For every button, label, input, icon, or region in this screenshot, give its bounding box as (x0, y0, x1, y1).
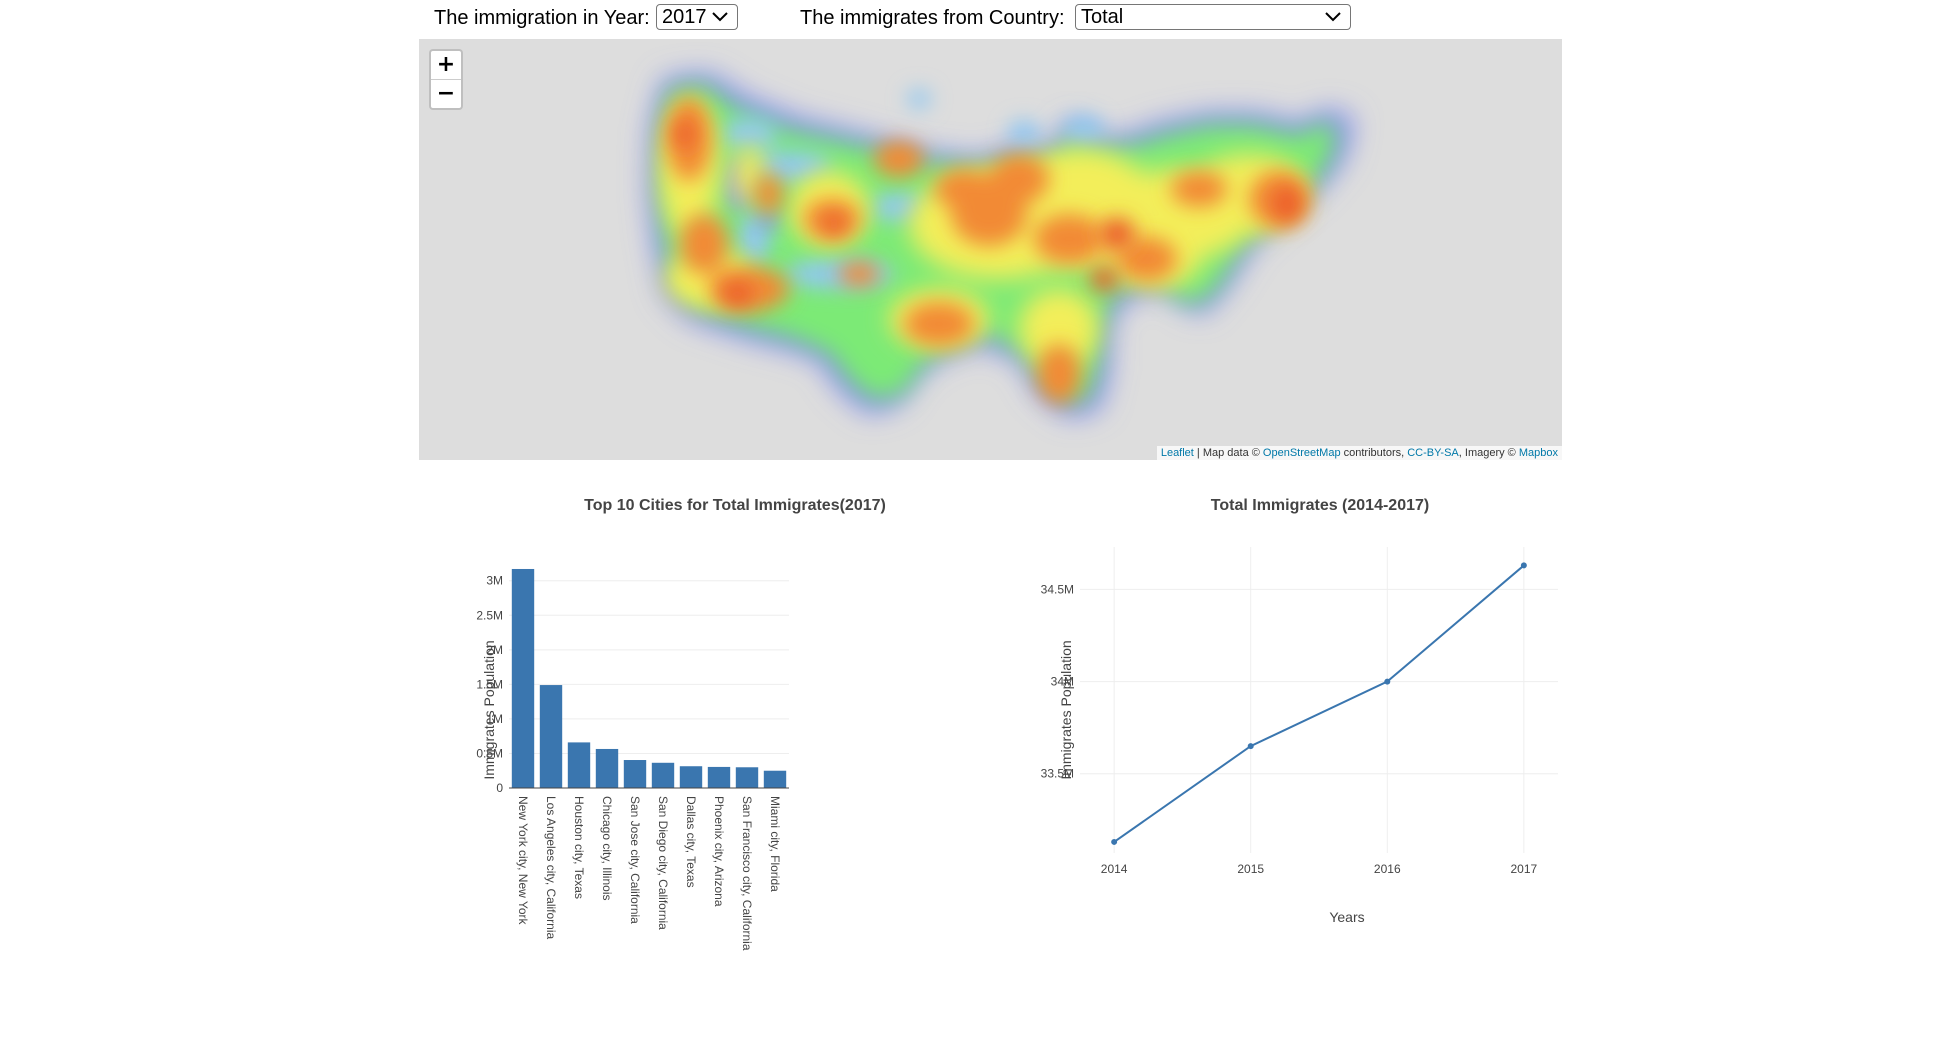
line-chart-ylabel: Immigrates Population (1058, 640, 1074, 779)
country-label: The immigrates from Country: (800, 7, 1065, 29)
map-attribution: Leaflet | Map data © OpenStreetMap contr… (1156, 446, 1562, 460)
cc-by-sa-link[interactable]: CC-BY-SA (1407, 447, 1459, 459)
line-y-tick-label: 33.5M (1041, 767, 1074, 781)
line-series (1113, 564, 1525, 843)
bar-x-tick-label: Los Angeles city, California (544, 796, 558, 940)
line-point (1111, 838, 1118, 845)
bar (651, 762, 675, 788)
bar-y-tick-label: 0 (496, 781, 503, 795)
bar (539, 685, 563, 788)
bar (595, 748, 619, 788)
line-chart-y-axis: 33.5M 34M 34.5M (1041, 582, 1074, 780)
year-select[interactable]: 2017 (656, 4, 738, 30)
bar-y-tick-label: 0.5M (476, 746, 503, 760)
bar-x-tick-label: New York city, New York (516, 796, 530, 926)
attribution-text: | Map data © (1193, 447, 1263, 459)
line-chart-points (1111, 562, 1527, 845)
bar (567, 742, 591, 788)
bar-x-tick-label: Dallas city, Texas (684, 796, 698, 888)
country-select-value: Total (1081, 6, 1124, 28)
line-x-tick-label: 2015 (1237, 862, 1264, 876)
line-x-tick-label: 2014 (1101, 862, 1128, 876)
openstreetmap-link[interactable]: OpenStreetMap (1262, 447, 1341, 459)
line-chart-x-axis: 2014 2015 2016 2017 (1101, 862, 1538, 876)
attribution-text: , Imagery © (1458, 447, 1519, 459)
bar (763, 770, 787, 788)
bar (735, 767, 759, 788)
bar-x-tick-label: San Diego city, California (656, 796, 670, 930)
heatmap-map[interactable]: + − Leaflet | Map data © OpenStreetMap c… (419, 39, 1562, 460)
line-x-tick-label: 2016 (1374, 862, 1401, 876)
bar-y-tick-label: 2.5M (476, 608, 503, 622)
bar-y-tick-label: 2M (486, 643, 503, 657)
year-label: The immigration in Year: (434, 7, 650, 29)
country-select[interactable]: Total (1075, 4, 1351, 30)
bar-x-tick-label: San Jose city, California (628, 796, 642, 924)
chevron-down-icon (1325, 12, 1341, 22)
line-point (1520, 562, 1527, 569)
bar-x-tick-label: San Francisco city, California (740, 796, 754, 951)
line-chart-title: Total Immigrates (2014-2017) (1211, 497, 1429, 514)
bar (707, 766, 731, 788)
bar-x-tick-label: Miami city, Florida (768, 796, 782, 892)
line-point (1384, 678, 1391, 685)
zoom-control: + − (429, 49, 463, 110)
mapbox-link[interactable]: Mapbox (1518, 447, 1558, 459)
bar-x-tick-label: Houston city, Texas (572, 796, 586, 899)
top-cities-bar-chart: Top 10 Cities for Total Immigrates(2017)… (476, 497, 886, 951)
year-select-value: 2017 (662, 6, 707, 28)
bar-y-tick-label: 3M (486, 574, 503, 588)
bar (679, 766, 703, 788)
leaflet-link[interactable]: Leaflet (1160, 447, 1194, 459)
bar (511, 568, 535, 788)
bar-y-tick-label: 1M (486, 712, 503, 726)
bar-chart-y-axis: 0 0.5M 1M 1.5M 2M 2.5M 3M (476, 574, 503, 795)
bar (623, 760, 647, 788)
zoom-in-button[interactable]: + (436, 52, 456, 77)
chevron-down-icon (712, 12, 728, 22)
line-chart-xlabel: Years (1329, 909, 1364, 925)
line-point (1247, 743, 1254, 750)
line-x-tick-label: 2017 (1511, 862, 1538, 876)
bar-y-tick-label: 1.5M (476, 677, 503, 691)
bar-chart-title: Top 10 Cities for Total Immigrates(2017) (584, 497, 886, 514)
bar-x-tick-label: Chicago city, Illinois (600, 796, 614, 900)
bar-chart-bars (511, 568, 787, 788)
bar-chart-x-axis: New York city, New York Los Angeles city,… (516, 796, 782, 951)
line-y-tick-label: 34M (1051, 675, 1074, 689)
line-y-tick-label: 34.5M (1041, 582, 1074, 596)
line-chart-grid (1080, 547, 1558, 853)
bar-chart-ylabel: Immigrates Population (481, 640, 497, 779)
bar-x-tick-label: Phoenix city, Arizona (712, 796, 726, 907)
attribution-text: contributors, (1340, 447, 1408, 459)
zoom-out-button[interactable]: − (431, 79, 461, 108)
total-immigrates-line-chart: Total Immigrates (2014-2017) Immigrates … (1041, 497, 1558, 925)
immigration-heat-layer (649, 74, 1354, 417)
